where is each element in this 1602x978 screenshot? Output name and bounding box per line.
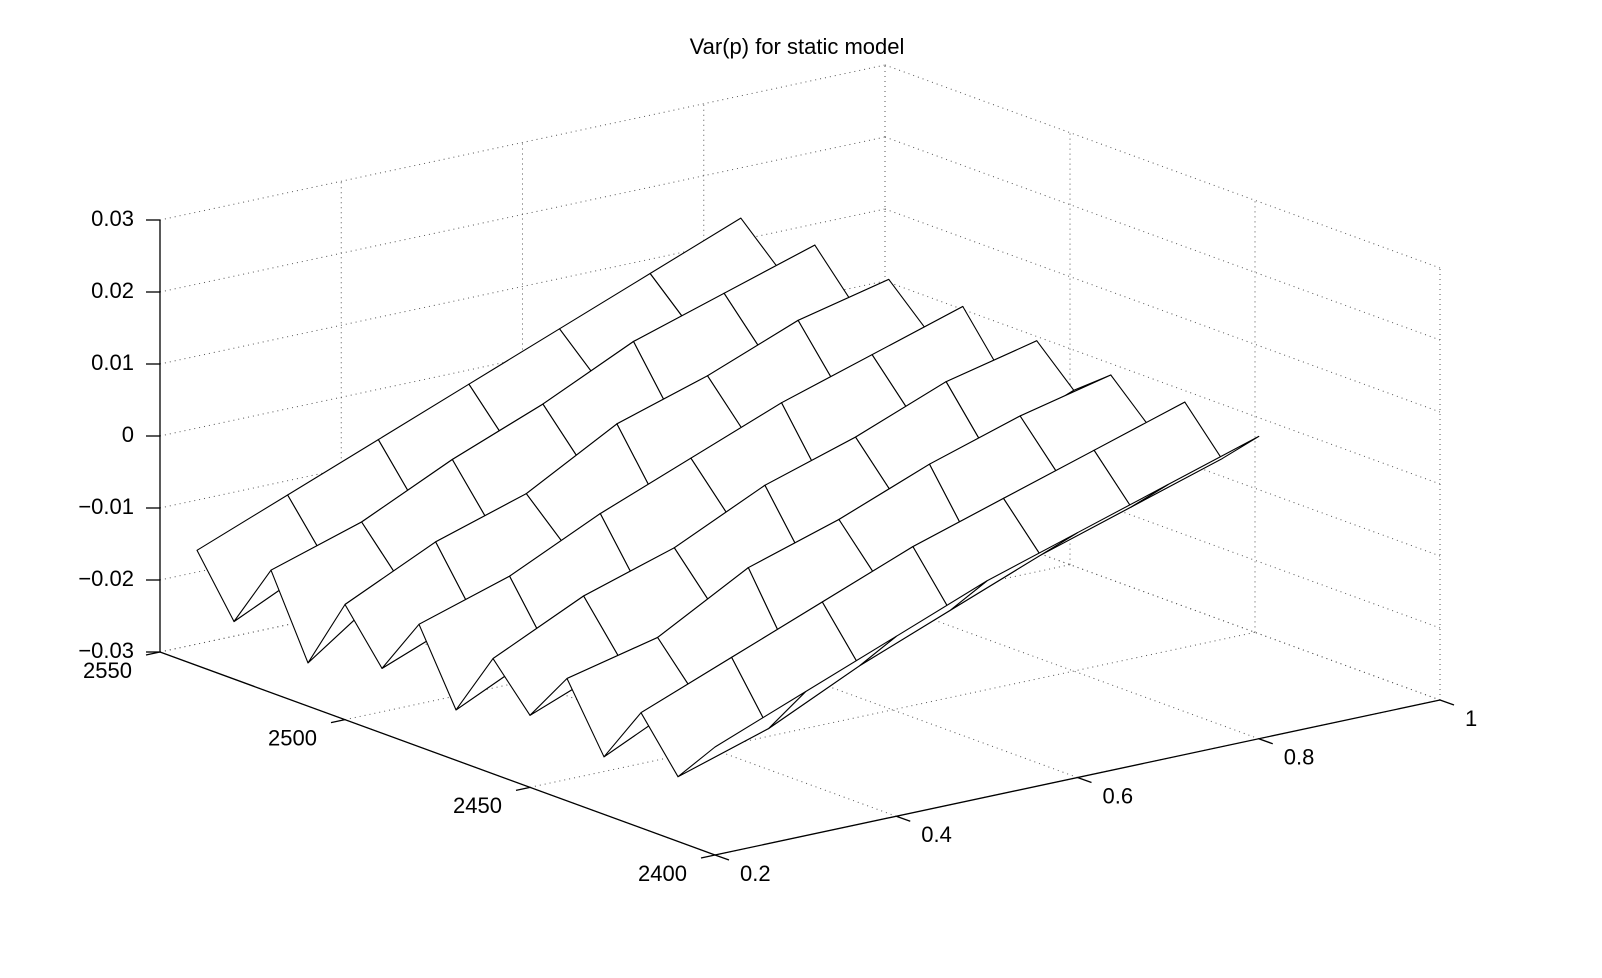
chart-title: Var(p) for static model — [690, 34, 905, 59]
z-tick-label: 0.03 — [91, 206, 134, 231]
grid-line — [884, 136, 1441, 341]
tick-mark — [1077, 776, 1092, 784]
grid-line — [703, 535, 1259, 740]
x-tick-label: 1 — [1465, 706, 1477, 731]
y-tick-label: 2550 — [83, 658, 132, 683]
x-tick-label: 0.4 — [921, 822, 952, 847]
z-tick-label: −0.03 — [78, 638, 134, 663]
x-tick-label: 0.8 — [1284, 745, 1315, 770]
tick-mark — [1258, 738, 1273, 745]
y-tick-label: 2450 — [453, 793, 502, 818]
x-tick-label: 0.6 — [1103, 783, 1134, 808]
surface-face — [677, 691, 807, 778]
grid-line — [159, 208, 886, 365]
axis-line — [159, 651, 716, 856]
tick-mark — [330, 719, 346, 724]
grid-line — [884, 64, 1441, 269]
y-tick-label: 2400 — [638, 861, 687, 886]
grid-line — [884, 280, 1441, 485]
z-tick-label: −0.01 — [78, 494, 134, 519]
tick-mark — [700, 854, 716, 859]
z-tick-label: 0 — [122, 422, 134, 447]
grid-line — [884, 208, 1441, 413]
grid-line — [529, 631, 1256, 788]
tick-mark — [145, 651, 161, 656]
grid-line — [884, 424, 1441, 629]
z-tick-label: −0.02 — [78, 566, 134, 591]
tick-mark — [1439, 699, 1455, 706]
z-tick-label: 0.02 — [91, 278, 134, 303]
tick-mark — [714, 854, 730, 861]
x-tick-label: 0.2 — [740, 861, 771, 886]
grid-line — [884, 496, 1441, 701]
grid-line — [159, 64, 886, 221]
tick-mark — [896, 815, 911, 822]
tick-mark — [515, 786, 531, 791]
z-tick-label: 0.01 — [91, 350, 134, 375]
y-tick-label: 2500 — [268, 725, 317, 750]
